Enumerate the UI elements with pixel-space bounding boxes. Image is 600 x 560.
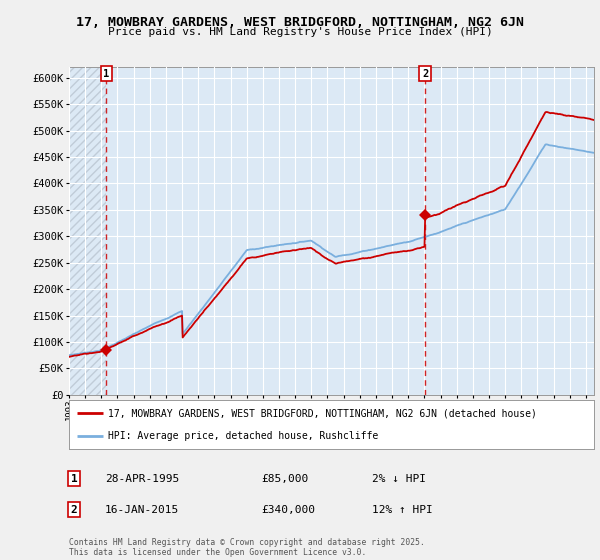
Text: 28-APR-1995: 28-APR-1995	[105, 474, 179, 484]
Text: Contains HM Land Registry data © Crown copyright and database right 2025.
This d: Contains HM Land Registry data © Crown c…	[69, 538, 425, 557]
Text: 17, MOWBRAY GARDENS, WEST BRIDGFORD, NOTTINGHAM, NG2 6JN (detached house): 17, MOWBRAY GARDENS, WEST BRIDGFORD, NOT…	[109, 408, 537, 418]
Text: 2% ↓ HPI: 2% ↓ HPI	[372, 474, 426, 484]
Text: 16-JAN-2015: 16-JAN-2015	[105, 505, 179, 515]
Text: 2: 2	[422, 69, 428, 79]
Text: £340,000: £340,000	[261, 505, 315, 515]
Bar	[69, 67, 106, 395]
Text: 1: 1	[103, 69, 110, 79]
Text: 12% ↑ HPI: 12% ↑ HPI	[372, 505, 433, 515]
Text: HPI: Average price, detached house, Rushcliffe: HPI: Average price, detached house, Rush…	[109, 431, 379, 441]
Text: 17, MOWBRAY GARDENS, WEST BRIDGFORD, NOTTINGHAM, NG2 6JN: 17, MOWBRAY GARDENS, WEST BRIDGFORD, NOT…	[76, 16, 524, 29]
Text: Price paid vs. HM Land Registry's House Price Index (HPI): Price paid vs. HM Land Registry's House …	[107, 27, 493, 37]
Text: £85,000: £85,000	[261, 474, 308, 484]
Text: 1: 1	[71, 474, 77, 484]
Text: 2: 2	[71, 505, 77, 515]
